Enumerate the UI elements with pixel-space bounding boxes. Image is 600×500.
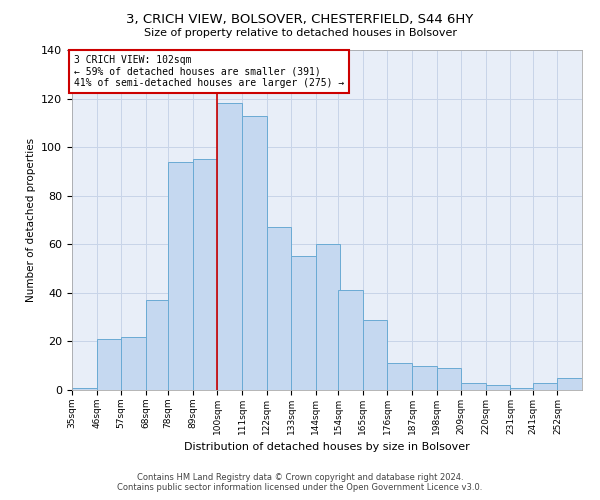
Text: 3 CRICH VIEW: 102sqm
← 59% of detached houses are smaller (391)
41% of semi-deta: 3 CRICH VIEW: 102sqm ← 59% of detached h… (74, 55, 344, 88)
Bar (168, 162, 193, 390)
Bar (266, 228, 291, 390)
Bar (557, 378, 582, 390)
Bar (72, 388, 97, 390)
Bar (121, 336, 146, 390)
Bar (388, 364, 412, 390)
Bar (217, 104, 242, 390)
Bar (316, 244, 340, 390)
Bar (461, 382, 486, 390)
Bar (242, 116, 266, 390)
Bar (146, 300, 170, 390)
Text: 3, CRICH VIEW, BOLSOVER, CHESTERFIELD, S44 6HY: 3, CRICH VIEW, BOLSOVER, CHESTERFIELD, S… (127, 12, 473, 26)
Bar (437, 368, 461, 390)
Bar (97, 339, 121, 390)
Bar (533, 382, 557, 390)
Bar (486, 385, 511, 390)
Bar (193, 160, 217, 390)
X-axis label: Distribution of detached houses by size in Bolsover: Distribution of detached houses by size … (184, 442, 470, 452)
Text: Contains HM Land Registry data © Crown copyright and database right 2024.
Contai: Contains HM Land Registry data © Crown c… (118, 473, 482, 492)
Bar (363, 320, 388, 390)
Bar (511, 388, 535, 390)
Bar (338, 290, 363, 390)
Bar (412, 366, 437, 390)
Y-axis label: Number of detached properties: Number of detached properties (26, 138, 35, 302)
Bar (291, 256, 316, 390)
Text: Size of property relative to detached houses in Bolsover: Size of property relative to detached ho… (143, 28, 457, 38)
